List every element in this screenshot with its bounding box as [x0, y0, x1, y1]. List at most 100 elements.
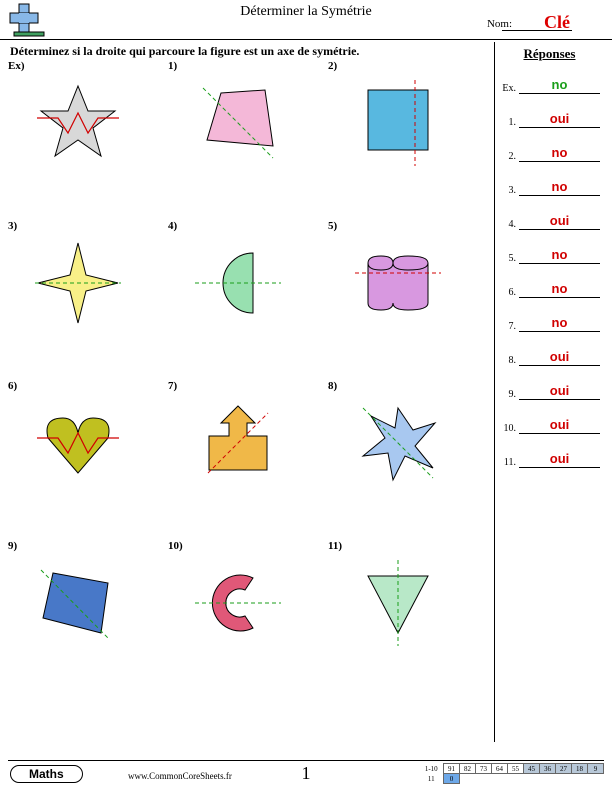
answer-value: oui	[519, 383, 600, 400]
answer-row: 9.oui	[499, 376, 600, 400]
answer-key-label: Clé	[544, 12, 570, 33]
problem-label: 7)	[168, 380, 177, 392]
answer-value: no	[519, 77, 600, 94]
answer-row: 7.no	[499, 308, 600, 332]
header: Déterminer la Symétrie Nom: Clé	[0, 0, 612, 40]
answer-row: 3.no	[499, 172, 600, 196]
answer-row: 1.oui	[499, 104, 600, 128]
answer-row: 2.no	[499, 138, 600, 162]
answer-row: 4.oui	[499, 206, 600, 230]
problem-label: 2)	[328, 60, 337, 72]
shape-triangle	[353, 558, 443, 653]
page-title: Déterminer la Symétrie	[0, 4, 612, 20]
answer-row: 5.no	[499, 240, 600, 264]
problem-cell: 4)	[168, 220, 318, 370]
answer-number: 7.	[499, 321, 519, 332]
problem-label: 3)	[8, 220, 17, 232]
answer-value: oui	[519, 349, 600, 366]
answers-list: Ex.no1.oui2.no3.no4.oui5.no6.no7.no8.oui…	[499, 70, 600, 468]
score-grid: 1-109182736455453627189 110	[422, 763, 605, 784]
shape-trapezoid	[193, 78, 283, 173]
answers-panel: Réponses Ex.no1.oui2.no3.no4.oui5.no6.no…	[494, 42, 604, 742]
shape-star4	[33, 238, 123, 333]
problems-grid: Ex) 1) 2) 3) 4) 5) 6) 7) 8) 9) 10) 11)	[8, 60, 478, 740]
shape-pinwheel	[353, 398, 443, 493]
score-cell: 1-10	[422, 764, 444, 774]
problem-cell: 11)	[328, 540, 478, 690]
shape-halfcircle	[193, 238, 283, 333]
score-cell: 27	[556, 764, 572, 774]
score-cell: 91	[444, 764, 460, 774]
problem-label: 1)	[168, 60, 177, 72]
problem-cell: 10)	[168, 540, 318, 690]
answer-value: oui	[519, 451, 600, 468]
problem-label: 5)	[328, 220, 337, 232]
score-cell: 73	[476, 764, 492, 774]
answer-value: oui	[519, 213, 600, 230]
page-number: 1	[302, 763, 311, 784]
problem-label: 4)	[168, 220, 177, 232]
score-cell: 36	[540, 764, 556, 774]
problem-label: 9)	[8, 540, 17, 552]
score-cell: 55	[508, 764, 524, 774]
answer-value: no	[519, 281, 600, 298]
problem-label: 10)	[168, 540, 183, 552]
instruction-text: Déterminez si la droite qui parcoure la …	[10, 44, 359, 59]
answer-row: 11.oui	[499, 444, 600, 468]
answer-number: 9.	[499, 389, 519, 400]
answer-number: 1.	[499, 117, 519, 128]
answer-value: no	[519, 315, 600, 332]
answer-number: 6.	[499, 287, 519, 298]
footer-url: www.CommonCoreSheets.fr	[128, 771, 232, 781]
shape-cshape	[193, 558, 283, 653]
score-cell: 9	[588, 764, 604, 774]
problem-cell: 6)	[8, 380, 158, 530]
answer-number: 8.	[499, 355, 519, 366]
answer-value: oui	[519, 417, 600, 434]
subject-badge: Maths	[10, 765, 83, 783]
shape-cylinder	[353, 238, 443, 333]
footer: Maths www.CommonCoreSheets.fr 1 1-109182…	[8, 760, 604, 786]
score-cell: 11	[422, 774, 444, 784]
answer-number: Ex.	[499, 83, 519, 94]
score-cell: 18	[572, 764, 588, 774]
answer-number: 11.	[499, 457, 519, 468]
answer-row: Ex.no	[499, 70, 600, 94]
answer-row: 8.oui	[499, 342, 600, 366]
problem-cell: Ex)	[8, 60, 158, 210]
name-label: Nom:	[487, 18, 512, 30]
shape-star	[33, 78, 123, 173]
problem-label: 6)	[8, 380, 17, 392]
answer-value: no	[519, 145, 600, 162]
answer-number: 2.	[499, 151, 519, 162]
worksheet-page: Déterminer la Symétrie Nom: Clé Détermin…	[0, 0, 612, 792]
problem-cell: 2)	[328, 60, 478, 210]
answer-number: 5.	[499, 253, 519, 264]
problem-cell: 1)	[168, 60, 318, 210]
problem-cell: 7)	[168, 380, 318, 530]
problem-cell: 8)	[328, 380, 478, 530]
answer-value: no	[519, 179, 600, 196]
shape-quad	[33, 558, 123, 653]
problem-cell: 5)	[328, 220, 478, 370]
score-cell: 45	[524, 764, 540, 774]
score-cell: 64	[492, 764, 508, 774]
answer-number: 10.	[499, 423, 519, 434]
shape-housearrow	[193, 398, 283, 493]
shape-heart	[33, 398, 123, 493]
score-cell: 82	[460, 764, 476, 774]
score-cell: 0	[444, 774, 460, 784]
answer-value: oui	[519, 111, 600, 128]
problem-label: 11)	[328, 540, 342, 552]
shape-rect	[353, 78, 443, 173]
answer-row: 6.no	[499, 274, 600, 298]
answers-title: Réponses	[499, 46, 600, 62]
answer-number: 3.	[499, 185, 519, 196]
problem-label: 8)	[328, 380, 337, 392]
problem-label: Ex)	[8, 60, 25, 72]
problem-cell: 9)	[8, 540, 158, 690]
answer-row: 10.oui	[499, 410, 600, 434]
problem-cell: 3)	[8, 220, 158, 370]
answer-value: no	[519, 247, 600, 264]
answer-number: 4.	[499, 219, 519, 230]
